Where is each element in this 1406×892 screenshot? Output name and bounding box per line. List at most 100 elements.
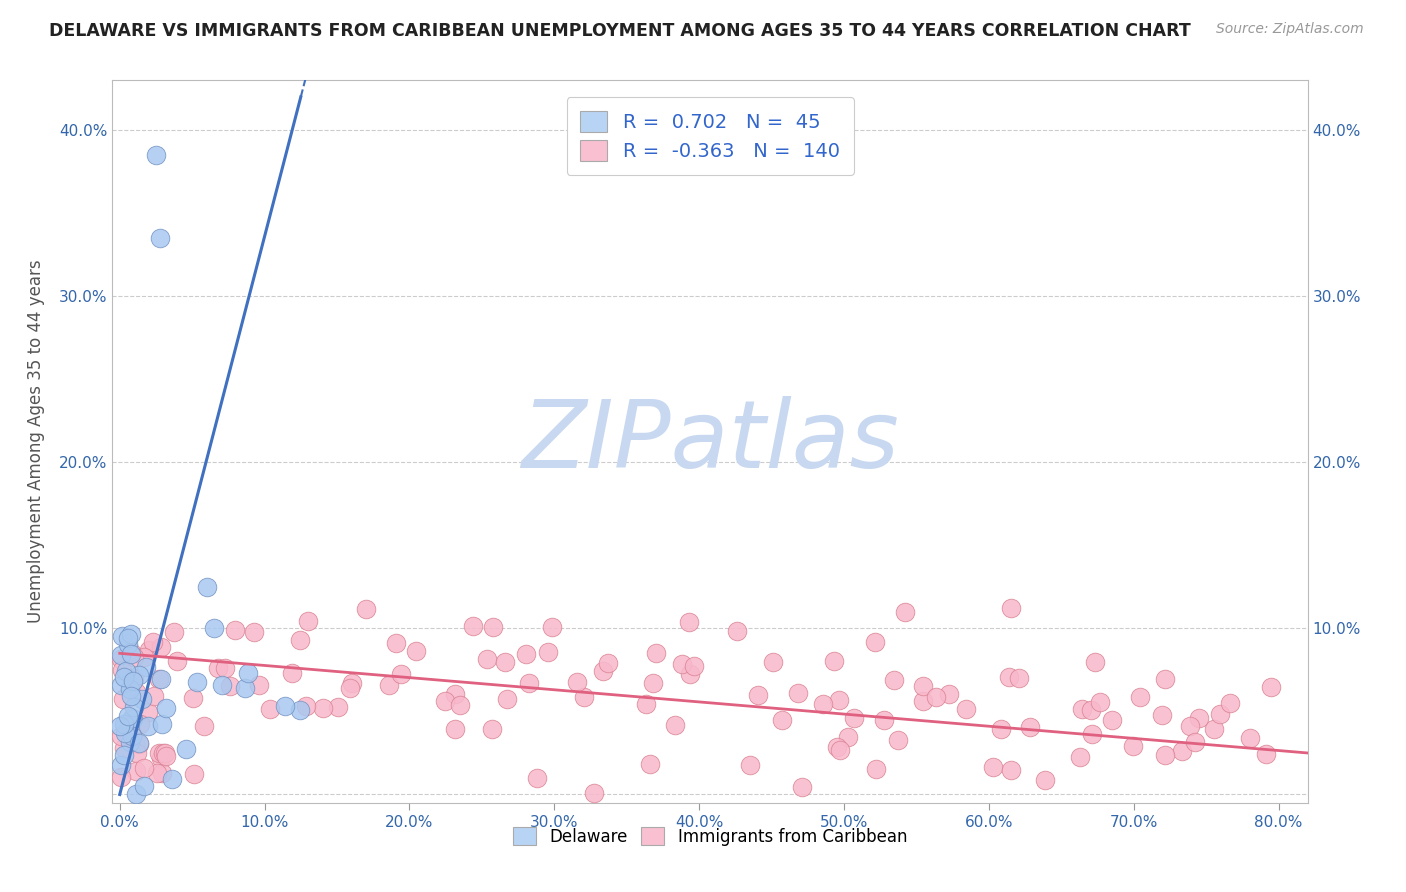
Point — [117, 709, 139, 723]
Point — [122, 712, 145, 726]
Point — [1008, 671, 1031, 685]
Point — [762, 655, 785, 669]
Point — [202, 621, 225, 635]
Point — [526, 772, 548, 786]
Point — [461, 619, 484, 633]
Point — [643, 675, 665, 690]
Point — [1000, 763, 1022, 777]
Point — [136, 705, 159, 719]
Point — [111, 629, 134, 643]
Point — [117, 637, 139, 651]
Point — [120, 647, 142, 661]
Point — [121, 711, 143, 725]
Point — [1170, 744, 1192, 758]
Point — [1122, 739, 1144, 753]
Point — [1154, 673, 1177, 687]
Point — [444, 722, 467, 736]
Point — [596, 656, 619, 670]
Point — [636, 697, 658, 711]
Point — [236, 665, 259, 680]
Point — [186, 675, 208, 690]
Point — [567, 675, 589, 690]
Point — [131, 692, 153, 706]
Point — [128, 668, 150, 682]
Point — [477, 651, 499, 665]
Point — [405, 644, 427, 658]
Point — [122, 650, 145, 665]
Point — [112, 716, 135, 731]
Point — [1260, 680, 1282, 694]
Point — [233, 681, 256, 695]
Point — [295, 698, 318, 713]
Point — [378, 678, 401, 692]
Point — [112, 741, 135, 756]
Point — [792, 780, 814, 794]
Point — [207, 661, 229, 675]
Point — [1019, 720, 1042, 734]
Point — [112, 748, 135, 763]
Point — [150, 751, 173, 765]
Point — [312, 701, 335, 715]
Legend: Delaware, Immigrants from Caribbean: Delaware, Immigrants from Caribbean — [506, 821, 914, 852]
Point — [1188, 711, 1211, 725]
Point — [134, 761, 156, 775]
Point — [828, 742, 851, 756]
Point — [537, 645, 560, 659]
Point — [195, 580, 218, 594]
Point — [112, 692, 135, 706]
Point — [132, 779, 155, 793]
Point — [873, 713, 896, 727]
Point — [1069, 750, 1091, 764]
Point — [955, 702, 977, 716]
Point — [193, 719, 215, 733]
Point — [288, 633, 311, 648]
Point — [117, 730, 139, 744]
Point — [1035, 772, 1057, 787]
Point — [166, 654, 188, 668]
Point — [148, 746, 170, 760]
Point — [1070, 701, 1092, 715]
Point — [1219, 696, 1241, 710]
Point — [582, 786, 605, 800]
Point — [124, 672, 146, 686]
Point — [274, 699, 297, 714]
Point — [1239, 731, 1261, 745]
Point — [125, 764, 148, 779]
Point — [823, 654, 845, 668]
Point — [519, 676, 541, 690]
Point — [938, 687, 960, 701]
Point — [125, 746, 148, 760]
Point — [887, 733, 910, 747]
Point — [911, 694, 934, 708]
Point — [679, 666, 702, 681]
Point — [925, 690, 948, 704]
Point — [150, 717, 173, 731]
Point — [998, 670, 1021, 684]
Point — [288, 703, 311, 717]
Point — [122, 700, 145, 714]
Point — [136, 719, 159, 733]
Point — [142, 635, 165, 649]
Point — [118, 735, 141, 749]
Point — [110, 678, 132, 692]
Text: ZIPatlas: ZIPatlas — [522, 396, 898, 487]
Point — [1154, 747, 1177, 762]
Point — [482, 620, 505, 634]
Point — [243, 624, 266, 639]
Point — [837, 731, 859, 745]
Point — [1080, 703, 1102, 717]
Point — [219, 679, 242, 693]
Point — [443, 687, 465, 701]
Point — [153, 746, 176, 760]
Point — [120, 682, 142, 697]
Point — [981, 760, 1004, 774]
Point — [385, 636, 408, 650]
Point — [433, 694, 456, 708]
Point — [354, 602, 377, 616]
Point — [1204, 722, 1226, 736]
Point — [786, 686, 808, 700]
Point — [155, 700, 177, 714]
Point — [389, 667, 412, 681]
Point — [894, 605, 917, 619]
Point — [825, 740, 848, 755]
